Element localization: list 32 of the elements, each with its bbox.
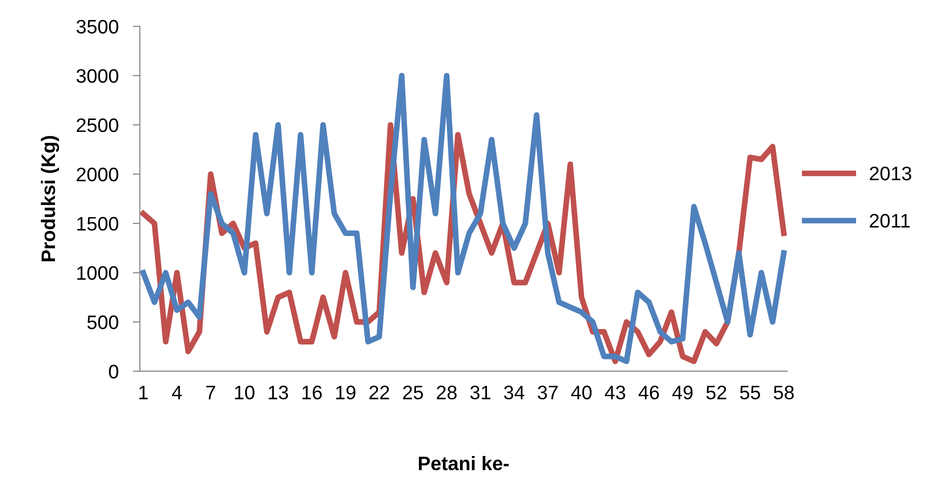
x-tick-label: 49 [672,386,693,400]
x-tick-label: 28 [436,386,457,400]
y-tick-label: 500 [87,315,118,330]
y-tick-label: 3000 [76,69,118,83]
x-tick-label: 7 [206,386,216,400]
x-tick-label: 52 [706,386,726,400]
legend-label: 2013 [870,166,912,180]
x-tick-label: 19 [336,386,356,400]
x-tick-label: 58 [774,386,794,400]
x-tick-label: 46 [638,386,659,400]
x-tick-label: 34 [504,386,524,400]
x-tick-label: 10 [235,386,254,400]
x-tick-label: 1 [139,386,148,400]
y-axis-title: Produksi (Kg) [40,136,60,262]
y-tick-label: 1000 [77,266,118,280]
x-tick-label: 4 [172,386,182,400]
y-tick-label: 2000 [76,168,118,182]
x-tick-label: 13 [268,386,288,400]
x-tick-label: 55 [740,386,760,400]
x-tick-label: 22 [369,386,390,400]
x-axis-title: Petani ke- [418,456,509,470]
x-tick-label: 43 [604,386,626,400]
y-tick-label: 0 [108,364,118,378]
x-tick-label: 40 [571,386,592,400]
y-tick-label: 2500 [76,118,118,132]
x-tick-label: 37 [538,386,558,400]
x-tick-label: 16 [302,386,322,400]
legend-label: 2011 [870,214,910,228]
x-tick-label: 31 [470,386,490,400]
y-tick-label: 1500 [77,216,118,231]
x-tick-label: 25 [403,386,423,400]
y-tick-label: 3500 [76,20,118,34]
